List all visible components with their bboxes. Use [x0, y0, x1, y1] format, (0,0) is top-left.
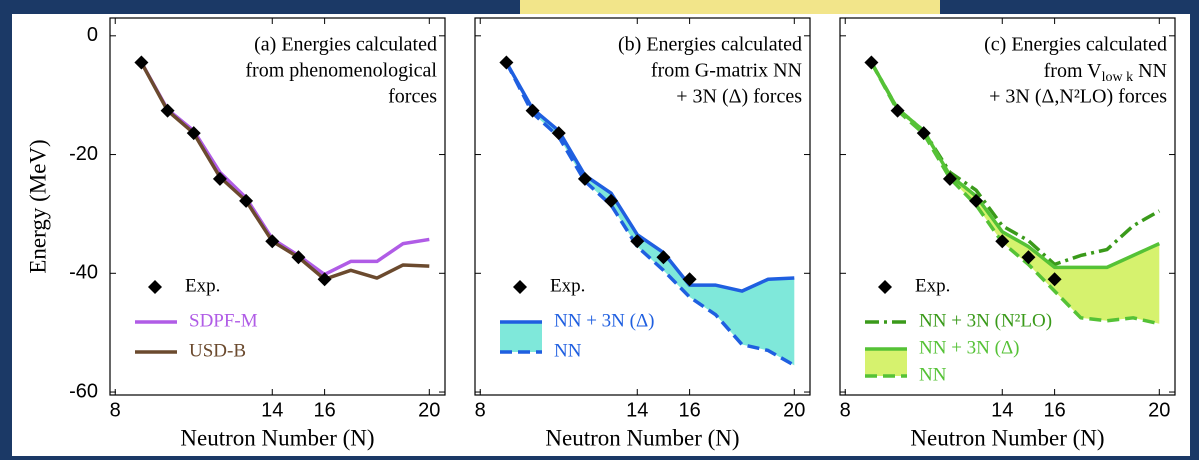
- data-point: [212, 171, 227, 186]
- plot-frame: [109, 17, 446, 396]
- data-point: [134, 55, 149, 70]
- data-point: [577, 171, 592, 186]
- legend-label: NN: [919, 364, 947, 385]
- annotation: + 3N (Δ) forces: [676, 86, 802, 108]
- x-tick-label: 14: [991, 399, 1013, 421]
- data-point: [1047, 272, 1062, 287]
- data-point: [525, 103, 540, 118]
- y-tick-label: -60: [69, 380, 98, 402]
- data-point: [317, 272, 332, 287]
- data-point: [499, 55, 514, 70]
- legend-marker: [513, 280, 527, 294]
- legend-label: USD-B: [189, 340, 246, 361]
- x-tick-label: 8: [475, 399, 486, 421]
- fill-band: [506, 62, 795, 366]
- legend-label: NN: [554, 340, 582, 361]
- data-point: [916, 126, 931, 141]
- data-point: [969, 193, 984, 208]
- x-tick-label: 8: [840, 399, 851, 421]
- legend-marker: [148, 280, 162, 294]
- legend-fill: [865, 349, 907, 376]
- legend-label: NN + 3N (Δ): [554, 310, 655, 331]
- legend-marker: [878, 280, 892, 294]
- legend-fill: [500, 322, 542, 352]
- x-axis-label: Neutron Number (N): [180, 425, 374, 450]
- series-line: [504, 61, 796, 367]
- legend-label: Exp.: [550, 275, 585, 296]
- data-point: [942, 171, 957, 186]
- data-point: [656, 250, 671, 265]
- data-point: [239, 193, 254, 208]
- y-tick-label: 0: [87, 24, 98, 46]
- data-point: [604, 193, 619, 208]
- data-point: [160, 103, 175, 118]
- x-tick-label: 20: [418, 399, 440, 421]
- x-tick-label: 16: [678, 399, 700, 421]
- x-axis-label: Neutron Number (N): [545, 425, 739, 450]
- data-point: [682, 272, 697, 287]
- legend-label: NN + 3N (Δ): [919, 337, 1020, 358]
- series-line: [139, 61, 430, 281]
- series-line: [504, 61, 795, 293]
- data-point: [265, 234, 280, 249]
- annotation-part: NN: [1133, 60, 1167, 82]
- annotation: (c) Energies calculated: [984, 34, 1167, 56]
- annotation: from Vlow k NN: [1044, 60, 1167, 86]
- plot-frame: [839, 17, 1176, 396]
- x-tick-label: 14: [261, 399, 283, 421]
- annotation: (b) Energies calculated: [618, 34, 802, 56]
- y-tick-label: -20: [69, 143, 98, 165]
- legend-label: SDPF-M: [189, 310, 258, 331]
- background-decor: [520, 0, 940, 14]
- series-line: [869, 61, 1160, 326]
- fill-band: [871, 62, 1160, 324]
- annotation: + 3N (Δ,N²LO) forces: [989, 86, 1167, 108]
- x-tick-label: 16: [1043, 399, 1065, 421]
- annotation: forces: [388, 86, 437, 108]
- data-point: [1021, 250, 1036, 265]
- x-tick-label: 16: [313, 399, 335, 421]
- annotation-part: from V: [1044, 60, 1103, 82]
- y-tick-label: -40: [69, 262, 98, 284]
- x-tick-label: 20: [783, 399, 805, 421]
- legend-label: Exp.: [185, 275, 220, 296]
- data-point: [890, 103, 905, 118]
- figure-background: [12, 14, 1190, 456]
- data-point: [291, 250, 306, 265]
- x-tick-label: 8: [110, 399, 121, 421]
- x-tick-label: 14: [626, 399, 648, 421]
- y-axis-label: Energy (MeV): [25, 139, 50, 273]
- x-axis-label: Neutron Number (N): [910, 425, 1104, 450]
- plot-frame: [474, 17, 811, 396]
- annotation: from phenomenological: [245, 60, 437, 82]
- x-tick-label: 20: [1148, 399, 1170, 421]
- data-point: [630, 234, 645, 249]
- data-point: [551, 126, 566, 141]
- legend-label: Exp.: [915, 275, 950, 296]
- legend-label: NN + 3N (N²LO): [919, 310, 1052, 331]
- annotation-sub: low k: [1102, 70, 1134, 85]
- data-point: [864, 55, 879, 70]
- annotation: (a) Energies calculated: [254, 34, 437, 56]
- data-point: [186, 126, 201, 141]
- data-point: [995, 234, 1010, 249]
- annotation: from G-matrix NN: [651, 60, 802, 82]
- series-line: [869, 61, 1161, 270]
